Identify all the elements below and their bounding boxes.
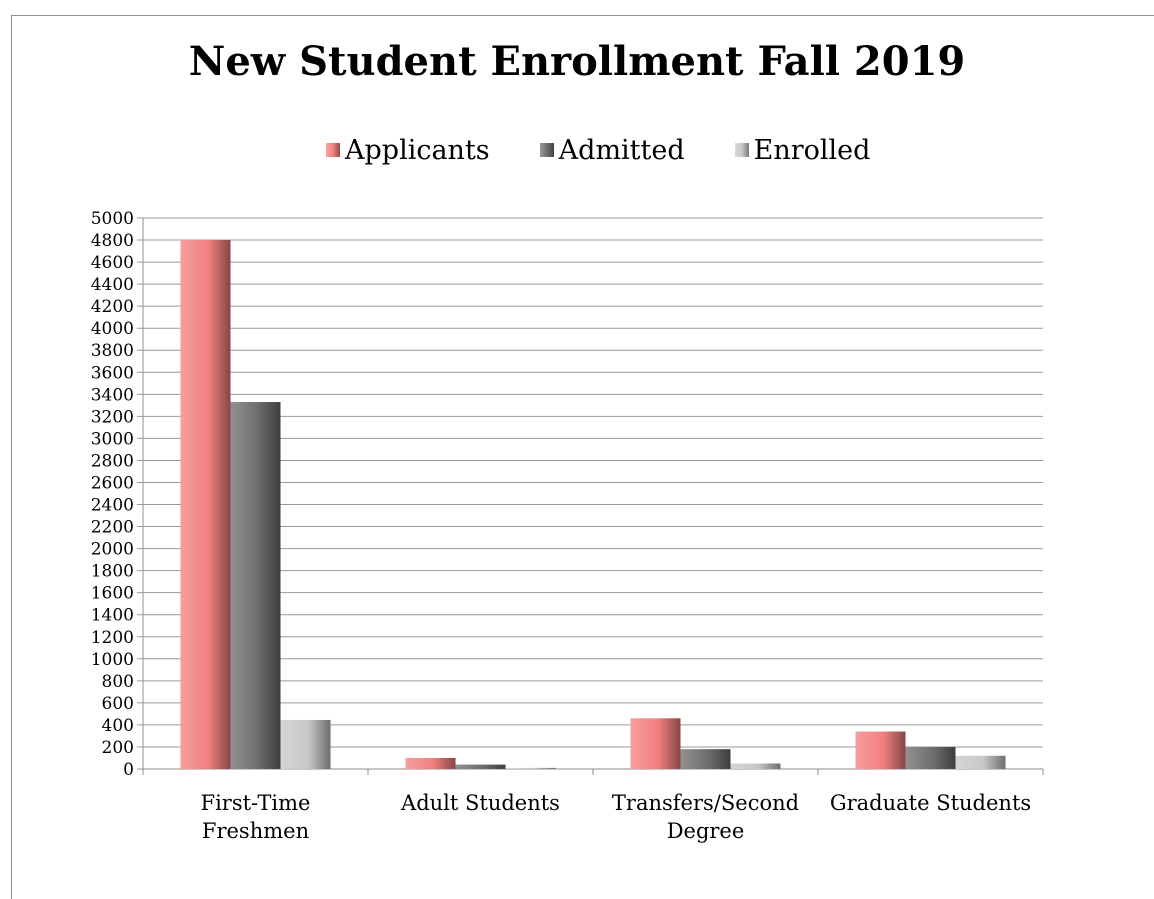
legend-entry-admitted: Admitted <box>539 134 685 166</box>
bar-enrolled-transfers-second-degree <box>730 763 781 769</box>
y-tick-label-1800: 1800 <box>91 562 134 582</box>
bar-applicants-first-time-freshmen <box>180 240 231 770</box>
y-tick-label-2600: 2600 <box>91 473 134 493</box>
legend-label-admitted: Admitted <box>558 134 685 166</box>
y-tick-label-4600: 4600 <box>91 253 134 273</box>
y-tick-label-1600: 1600 <box>91 584 134 604</box>
bar-admitted-first-time-freshmen <box>230 402 281 769</box>
y-tick-label-4800: 4800 <box>91 231 134 251</box>
y-tick-label-3400: 3400 <box>91 385 134 405</box>
legend-swatch-admitted <box>539 143 554 157</box>
legend: Applicants Admitted Enrolled <box>326 130 920 170</box>
y-tick-label-800: 800 <box>102 672 134 692</box>
y-tick-label-2200: 2200 <box>91 518 134 538</box>
bars <box>180 240 1006 770</box>
y-tick-label-4400: 4400 <box>91 275 134 295</box>
x-tick-label-transfers-second-degree: Transfers/Second Degree <box>612 791 799 843</box>
y-tick-label-3800: 3800 <box>91 341 134 361</box>
legend-label-enrolled: Enrolled <box>753 134 871 166</box>
x-tick-label-first-time-freshmen: First-Time Freshmen <box>201 791 311 843</box>
bar-applicants-transfers-second-degree <box>630 718 681 769</box>
axis-labels: 0200400600800100012001400160018002000220… <box>91 209 1031 843</box>
y-tick-label-1200: 1200 <box>91 628 134 648</box>
y-tick-label-400: 400 <box>102 716 134 736</box>
y-tick-label-2400: 2400 <box>91 496 134 516</box>
legend-label-applicants: Applicants <box>345 134 490 166</box>
legend-swatch-applicants <box>326 143 340 157</box>
legend-entry-enrolled: Enrolled <box>734 134 871 166</box>
y-tick-label-3200: 3200 <box>91 407 134 427</box>
y-tick-label-0: 0 <box>123 760 134 780</box>
y-tick-label-5000: 5000 <box>91 209 134 229</box>
chart-title: New Student Enrollment Fall 2019 <box>188 38 966 85</box>
x-tick-label-adult-students: Adult Students <box>400 791 560 815</box>
legend-swatch-enrolled <box>734 143 749 157</box>
y-tick-label-2000: 2000 <box>91 540 134 560</box>
y-tick-label-1000: 1000 <box>91 650 134 670</box>
y-tick-label-3000: 3000 <box>91 429 134 449</box>
bar-admitted-graduate-students <box>905 746 956 769</box>
bar-enrolled-first-time-freshmen <box>280 719 331 769</box>
y-tick-label-4200: 4200 <box>91 297 134 317</box>
y-tick-label-3600: 3600 <box>91 363 134 383</box>
bar-admitted-adult-students <box>455 764 506 769</box>
bar-enrolled-graduate-students <box>955 755 1006 769</box>
y-tick-label-2800: 2800 <box>91 451 134 471</box>
y-tick-label-4000: 4000 <box>91 319 134 339</box>
bar-admitted-transfers-second-degree <box>680 749 731 769</box>
bar-enrolled-adult-students <box>505 767 556 769</box>
bar-applicants-graduate-students <box>855 731 906 769</box>
y-tick-label-1400: 1400 <box>91 606 134 626</box>
legend-entry-applicants: Applicants <box>326 135 490 166</box>
y-tick-label-200: 200 <box>102 738 134 758</box>
bar-applicants-adult-students <box>405 757 456 769</box>
y-tick-label-600: 600 <box>102 694 134 714</box>
x-tick-label-graduate-students: Graduate Students <box>830 791 1031 815</box>
